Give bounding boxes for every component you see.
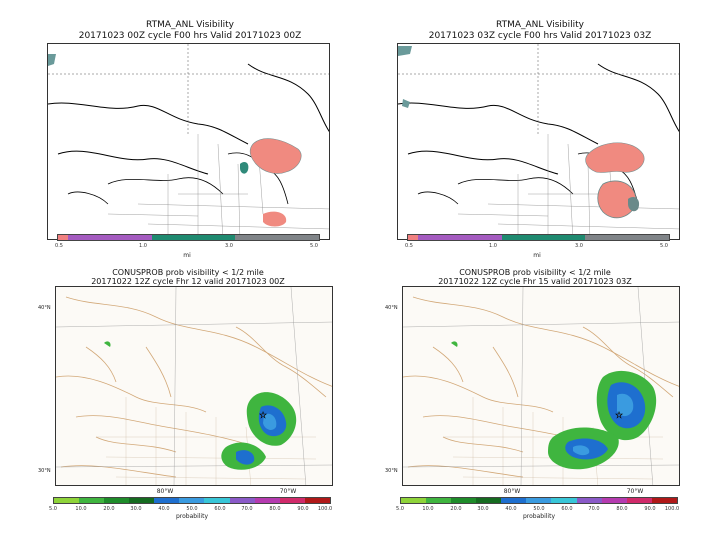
panel-prob-fhr15: CONUSPROB prob visibility < 1/2 mile 201… bbox=[385, 268, 685, 530]
cbar-tick: 20.0 bbox=[103, 506, 115, 512]
cbar-segment bbox=[235, 235, 319, 240]
cbar-segment bbox=[104, 498, 130, 503]
cbar-segment bbox=[576, 498, 602, 503]
cbar-segment bbox=[426, 498, 452, 503]
svg-text:☆: ☆ bbox=[259, 411, 267, 421]
cbar-tick: 0.5 bbox=[405, 243, 413, 249]
map-basemap: ☆ bbox=[403, 287, 679, 485]
cbar-segment bbox=[451, 498, 477, 503]
cbar-unit: mi bbox=[183, 252, 191, 259]
panel-title-line1: RTMA_ANL Visibility bbox=[145, 20, 234, 30]
panel-prob-fhr12: CONUSPROB prob visibility < 1/2 mile 201… bbox=[38, 268, 338, 530]
cbar-segment bbox=[551, 498, 577, 503]
cbar-tick: 5.0 bbox=[396, 506, 404, 512]
panel-title-line2: 20171023 03Z cycle F00 hrs Valid 2017102… bbox=[428, 31, 652, 41]
cbar-segment bbox=[626, 498, 652, 503]
lat-label: 40°N bbox=[385, 305, 398, 311]
cbar-segment bbox=[304, 498, 330, 503]
map-basemap bbox=[48, 44, 329, 239]
cbar-segment bbox=[68, 235, 152, 240]
cbar-segment bbox=[501, 235, 586, 240]
cbar-tick: 5.0 bbox=[310, 243, 318, 249]
cbar-tick: 40.0 bbox=[158, 506, 170, 512]
panel-title-line1: RTMA_ANL Visibility bbox=[495, 20, 584, 30]
cbar-unit: probability bbox=[175, 513, 209, 520]
probability-map: ☆ bbox=[55, 286, 333, 486]
cbar-tick: 20.0 bbox=[450, 506, 462, 512]
map-basemap bbox=[398, 44, 679, 239]
visibility-colorbar bbox=[407, 234, 670, 241]
cbar-segment bbox=[204, 498, 230, 503]
cbar-tick: 1.0 bbox=[489, 243, 497, 249]
cbar-segment bbox=[229, 498, 255, 503]
cbar-segment bbox=[601, 498, 627, 503]
cbar-segment bbox=[651, 498, 677, 503]
cbar-tick: 10.0 bbox=[422, 506, 434, 512]
cbar-segment bbox=[401, 498, 427, 503]
cbar-segment bbox=[501, 498, 527, 503]
panel-title-line2: 20171022 12Z cycle Fhr 12 valid 20171023… bbox=[91, 277, 285, 286]
cbar-tick: 80.0 bbox=[616, 506, 628, 512]
visibility-colorbar bbox=[57, 234, 320, 241]
panel-rtma-00z: RTMA_ANL Visibility 20171023 00Z cycle F… bbox=[45, 18, 335, 263]
map-basemap: ☆ bbox=[56, 287, 332, 485]
cbar-segment bbox=[154, 498, 180, 503]
panel-rtma-03z: RTMA_ANL Visibility 20171023 03Z cycle F… bbox=[395, 18, 685, 263]
cbar-tick: 90.0 bbox=[297, 506, 309, 512]
cbar-tick: 70.0 bbox=[588, 506, 600, 512]
cbar-segment bbox=[254, 498, 280, 503]
panel-title-line2: 20171022 12Z cycle Fhr 15 valid 20171023… bbox=[438, 277, 632, 286]
cbar-unit: mi bbox=[533, 252, 541, 259]
cbar-tick: 100.0 bbox=[317, 506, 333, 512]
cbar-segment bbox=[129, 498, 155, 503]
cbar-segment bbox=[151, 235, 236, 240]
cbar-segment bbox=[408, 235, 419, 240]
lat-label: 30°N bbox=[38, 468, 51, 474]
cbar-segment bbox=[418, 235, 502, 240]
cbar-tick: 80.0 bbox=[269, 506, 281, 512]
cbar-tick: 3.0 bbox=[225, 243, 233, 249]
probability-map: ☆ bbox=[402, 286, 680, 486]
cbar-tick: 50.0 bbox=[533, 506, 545, 512]
cbar-segment bbox=[179, 498, 205, 503]
visibility-map bbox=[47, 43, 330, 240]
lon-label: 70°W bbox=[279, 488, 297, 495]
cbar-tick: 50.0 bbox=[186, 506, 198, 512]
panel-title-line1: CONUSPROB prob visibility < 1/2 mile bbox=[112, 268, 264, 277]
cbar-tick: 1.0 bbox=[139, 243, 147, 249]
cbar-tick: 60.0 bbox=[561, 506, 573, 512]
lat-label: 30°N bbox=[385, 468, 398, 474]
cbar-tick: 70.0 bbox=[241, 506, 253, 512]
cbar-unit: probability bbox=[522, 513, 556, 520]
probability-colorbar bbox=[53, 497, 331, 504]
panel-title-line2: 20171023 00Z cycle F00 hrs Valid 2017102… bbox=[78, 31, 302, 41]
visibility-map bbox=[397, 43, 680, 240]
cbar-segment bbox=[58, 235, 69, 240]
cbar-tick: 100.0 bbox=[664, 506, 680, 512]
lon-label: 80°W bbox=[156, 488, 174, 495]
cbar-tick: 5.0 bbox=[660, 243, 668, 249]
lat-label: 40°N bbox=[38, 305, 51, 311]
cbar-tick: 90.0 bbox=[644, 506, 656, 512]
lon-label: 70°W bbox=[626, 488, 644, 495]
cbar-segment bbox=[585, 235, 669, 240]
lon-label: 80°W bbox=[503, 488, 521, 495]
cbar-tick: 0.5 bbox=[55, 243, 63, 249]
cbar-tick: 30.0 bbox=[477, 506, 489, 512]
svg-text:☆: ☆ bbox=[615, 411, 623, 421]
cbar-tick: 40.0 bbox=[505, 506, 517, 512]
cbar-tick: 10.0 bbox=[75, 506, 87, 512]
panel-title-line1: CONUSPROB prob visibility < 1/2 mile bbox=[459, 268, 611, 277]
cbar-tick: 60.0 bbox=[214, 506, 226, 512]
cbar-segment bbox=[526, 498, 552, 503]
cbar-segment bbox=[54, 498, 80, 503]
probability-colorbar bbox=[400, 497, 678, 504]
cbar-segment bbox=[79, 498, 105, 503]
cbar-segment bbox=[476, 498, 502, 503]
cbar-segment bbox=[279, 498, 305, 503]
cbar-tick: 5.0 bbox=[49, 506, 57, 512]
cbar-tick: 3.0 bbox=[575, 243, 583, 249]
cbar-tick: 30.0 bbox=[130, 506, 142, 512]
